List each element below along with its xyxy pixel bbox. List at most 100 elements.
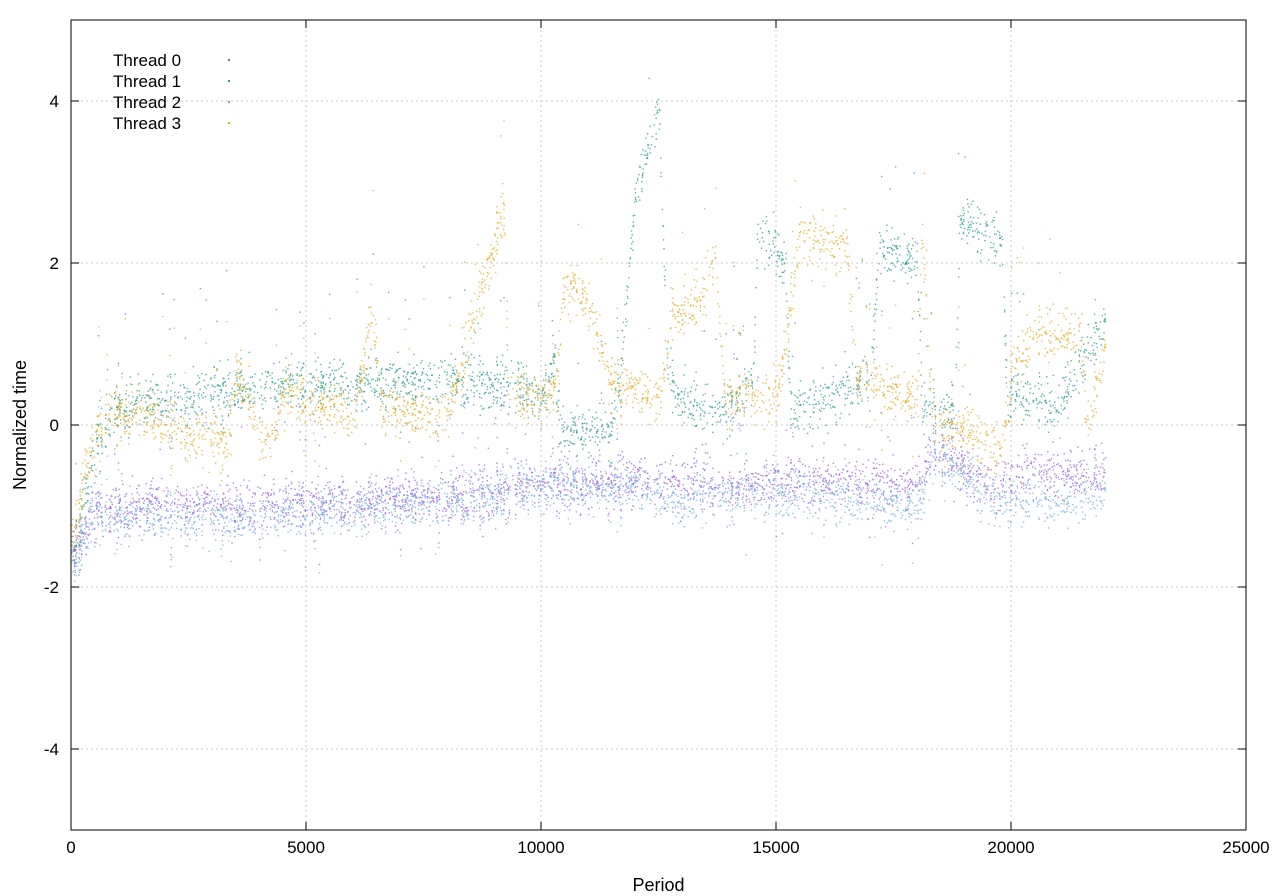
- data-point: [1047, 459, 1049, 462]
- data-point: [323, 391, 326, 393]
- data-point: [372, 253, 374, 255]
- data-point: [444, 359, 446, 362]
- data-point: [632, 249, 634, 251]
- data-point: [528, 383, 531, 385]
- data-point: [1032, 466, 1034, 468]
- data-point: [164, 409, 166, 412]
- data-point: [582, 476, 584, 478]
- data-point: [502, 466, 504, 468]
- data-point: [649, 487, 651, 489]
- data-point: [233, 400, 236, 402]
- data-point: [493, 399, 495, 401]
- data-point: [404, 478, 407, 480]
- data-point: [792, 435, 794, 438]
- data-point: [456, 369, 458, 372]
- data-point: [1078, 349, 1080, 351]
- data-point: [595, 482, 598, 484]
- data-point: [1039, 471, 1041, 473]
- data-point: [78, 561, 80, 563]
- data-point: [406, 497, 409, 500]
- data-point: [238, 528, 240, 530]
- data-point: [878, 498, 880, 500]
- data-point: [512, 475, 514, 477]
- data-point: [160, 414, 162, 416]
- data-point: [759, 227, 762, 230]
- data-point: [745, 393, 747, 395]
- data-point: [694, 465, 697, 467]
- data-point: [1062, 409, 1064, 411]
- data-point: [228, 395, 230, 397]
- data-point: [630, 247, 632, 250]
- data-point: [800, 394, 802, 396]
- data-point: [619, 376, 621, 378]
- data-point: [1010, 484, 1012, 487]
- data-point: [950, 468, 953, 471]
- data-point: [619, 476, 621, 479]
- data-point: [932, 432, 934, 434]
- data-point: [930, 312, 933, 314]
- data-point: [254, 494, 256, 496]
- data-point: [828, 481, 830, 483]
- data-point: [432, 499, 434, 502]
- data-point: [865, 305, 868, 307]
- data-point: [995, 476, 997, 478]
- data-point: [114, 398, 116, 400]
- data-point: [576, 481, 578, 483]
- data-point: [647, 152, 649, 155]
- data-point: [867, 459, 870, 461]
- data-point: [451, 509, 453, 511]
- data-point: [399, 549, 402, 551]
- data-point: [667, 373, 669, 376]
- data-point: [549, 362, 551, 365]
- data-point: [914, 486, 917, 488]
- data-point: [355, 410, 358, 412]
- data-point: [192, 407, 194, 409]
- data-point: [972, 484, 975, 486]
- data-point: [299, 391, 302, 394]
- data-point: [491, 491, 493, 494]
- data-point: [554, 347, 557, 349]
- data-point: [417, 427, 419, 430]
- data-point: [533, 485, 535, 487]
- data-point: [944, 405, 946, 407]
- data-point: [523, 495, 525, 498]
- data-point: [1076, 469, 1078, 472]
- data-point: [812, 472, 814, 474]
- data-point: [1038, 329, 1040, 331]
- data-point: [399, 431, 402, 433]
- data-point: [688, 476, 690, 478]
- data-point: [330, 384, 332, 386]
- data-point: [950, 454, 952, 457]
- data-point: [347, 403, 349, 406]
- data-point: [1047, 469, 1050, 471]
- data-point: [720, 419, 722, 421]
- data-point: [171, 437, 173, 440]
- data-point: [984, 230, 987, 233]
- data-point: [355, 388, 357, 390]
- data-point: [1103, 332, 1105, 334]
- data-point: [1064, 366, 1067, 368]
- data-point: [594, 426, 596, 429]
- data-point: [1024, 447, 1026, 450]
- data-point: [828, 488, 830, 490]
- data-point: [573, 421, 576, 423]
- data-point: [808, 466, 810, 468]
- data-point: [395, 381, 397, 383]
- data-point: [836, 390, 839, 393]
- data-point: [387, 384, 389, 387]
- data-point: [815, 403, 818, 405]
- data-point: [632, 225, 635, 227]
- data-point: [587, 484, 590, 487]
- data-point: [688, 408, 690, 410]
- data-point: [1040, 383, 1043, 386]
- data-point: [523, 408, 525, 410]
- data-point: [247, 396, 249, 399]
- data-point: [1067, 475, 1069, 477]
- data-point: [821, 479, 824, 482]
- data-point: [96, 438, 98, 440]
- data-point: [613, 417, 615, 419]
- data-point: [375, 475, 377, 477]
- data-point: [975, 471, 978, 473]
- data-point: [1063, 484, 1066, 486]
- data-point: [786, 484, 788, 486]
